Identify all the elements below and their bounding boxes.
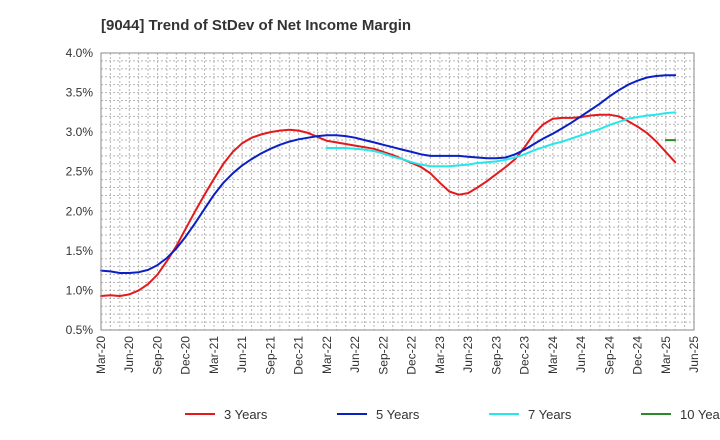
series-line-3-years (100, 113, 677, 297)
x-tick-label: Jun-25 (687, 336, 701, 373)
x-tick-label: Dec-24 (631, 336, 645, 375)
y-tick-label: 3.5% (66, 86, 94, 100)
x-tick-label: Dec-22 (405, 336, 419, 375)
x-tick-label: Mar-25 (659, 336, 673, 374)
y-axis-ticks: 0.5% 1.0% 1.5% 2.0% 2.5% 3.0% 3.5% 4.0% (66, 46, 94, 337)
x-tick-label: Jun-20 (122, 336, 136, 373)
y-tick-label: 4.0% (66, 46, 94, 60)
x-tick-label: Mar-24 (546, 336, 560, 374)
x-tick-label: Jun-23 (461, 336, 475, 373)
y-tick-label: 1.5% (66, 244, 94, 258)
x-tick-label: Dec-23 (518, 336, 532, 375)
x-tick-label: Jun-24 (574, 336, 588, 373)
y-tick-label: 3.0% (66, 125, 94, 139)
chart-legend: 3 Years 5 Years 7 Years 10 Years (185, 407, 720, 422)
chart-grid (100, 52, 695, 331)
x-tick-label: Sep-20 (150, 336, 164, 375)
legend-label-5-years: 5 Years (376, 407, 420, 422)
legend-label-3-years: 3 Years (224, 407, 268, 422)
series-line-7-years (325, 111, 677, 168)
legend-label-10-years: 10 Years (680, 407, 720, 422)
x-tick-label: Sep-22 (376, 336, 390, 375)
y-tick-label: 0.5% (66, 323, 94, 337)
chart-title: [9044] Trend of StDev of Net Income Marg… (101, 17, 411, 34)
x-tick-label: Dec-21 (292, 336, 306, 375)
series-line-5-years (100, 74, 677, 274)
x-tick-label: Sep-23 (489, 336, 503, 375)
x-tick-label: Dec-20 (179, 336, 193, 375)
plot-area-border (100, 52, 695, 331)
legend-label-7-years: 7 Years (528, 407, 572, 422)
x-tick-label: Jun-21 (235, 336, 249, 373)
y-tick-label: 2.0% (66, 204, 94, 218)
y-tick-label: 1.0% (66, 283, 94, 297)
chart-series (100, 74, 677, 297)
x-tick-label: Sep-24 (602, 336, 616, 375)
y-tick-label: 2.5% (66, 165, 94, 179)
x-tick-label: Jun-22 (348, 336, 362, 373)
x-tick-label: Mar-20 (94, 336, 108, 374)
x-tick-label: Sep-21 (263, 336, 277, 375)
x-tick-label: Mar-23 (433, 336, 447, 374)
x-tick-label: Mar-22 (320, 336, 334, 374)
x-tick-label: Mar-21 (207, 336, 221, 374)
x-axis-ticks: Mar-20 Jun-20 Sep-20 Dec-20 Mar-21 Jun-21 Sep-… (94, 336, 701, 375)
